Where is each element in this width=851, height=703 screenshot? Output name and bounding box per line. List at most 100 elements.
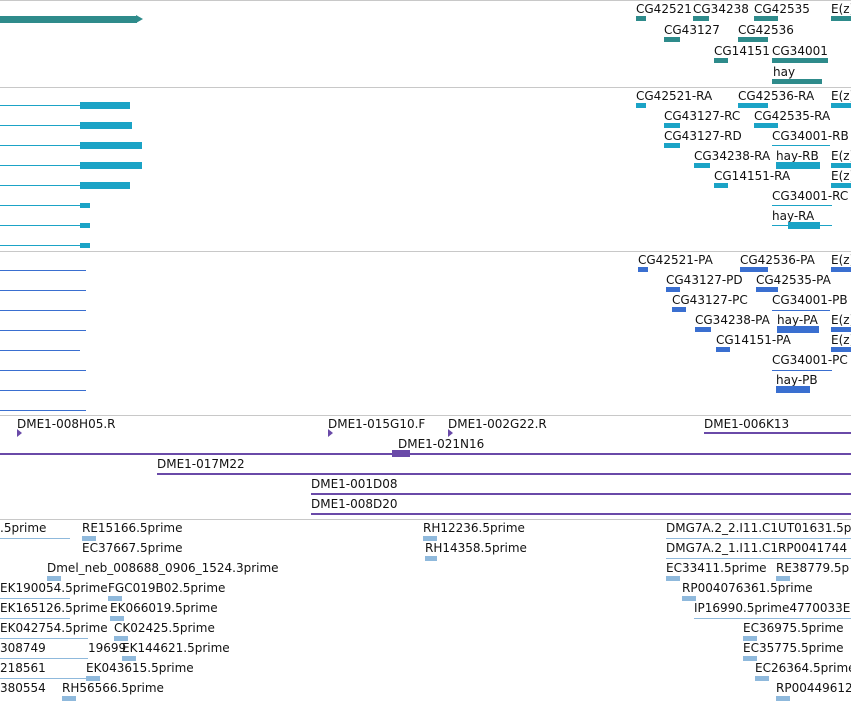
est-label[interactable]: RH56566.5prime [62, 681, 164, 695]
est-label[interactable]: .5prime [0, 521, 47, 535]
est-label[interactable]: RP004076361.5prime [682, 581, 813, 595]
est-feature[interactable] [47, 576, 61, 581]
transcript-feature[interactable] [80, 142, 142, 149]
est-label[interactable]: 19699 [88, 641, 127, 655]
clone-label[interactable]: DME1-006K13 [704, 417, 790, 431]
clone-label[interactable]: DME1-001D08 [311, 477, 398, 491]
protein-label[interactable]: CG42535-PA [756, 273, 831, 287]
protein-label[interactable]: hay-PB [776, 373, 818, 387]
protein-feature[interactable] [776, 386, 810, 393]
est-label[interactable]: IP16990.5prime4770033E [694, 601, 851, 615]
est-feature[interactable] [666, 576, 680, 581]
est-label[interactable]: CK02425.5prime [114, 621, 215, 635]
transcript-label[interactable]: CG43127-RC [664, 109, 741, 123]
gene-feature[interactable] [754, 16, 778, 21]
est-label[interactable]: EK043615.5prime [86, 661, 194, 675]
est-feature[interactable] [755, 676, 769, 681]
clone-label[interactable]: DME1-008H05.R [17, 417, 116, 431]
gene-feature[interactable] [772, 58, 828, 63]
protein-feature[interactable] [740, 267, 768, 272]
protein-label[interactable]: CG42521-PA [638, 253, 713, 267]
est-feature[interactable] [423, 536, 437, 541]
clone-feature[interactable] [311, 513, 851, 515]
gene-label[interactable]: CG34001 [772, 44, 828, 58]
gene-label[interactable]: E(z) [831, 2, 851, 16]
est-label[interactable]: EK042754.5prime [0, 621, 108, 635]
transcript-label[interactable]: CG43127-RD [664, 129, 742, 143]
gene-feature[interactable] [664, 37, 680, 42]
est-label[interactable]: EK144621.5prime [122, 641, 230, 655]
gene-feature[interactable] [772, 79, 822, 84]
protein-feature[interactable] [831, 327, 851, 332]
protein-feature[interactable] [777, 326, 819, 333]
transcript-label[interactable]: CG42536-RA [738, 89, 815, 103]
protein-label[interactable]: CG42536-PA [740, 253, 815, 267]
est-label[interactable]: EK165126.5prime [0, 601, 108, 615]
clone-label[interactable]: DME1-021N16 [398, 437, 485, 451]
gene-feature[interactable] [0, 16, 137, 23]
gene-label[interactable]: CG42536 [738, 23, 794, 37]
transcript-feature[interactable] [738, 103, 768, 108]
protein-label[interactable]: E(z) [831, 313, 851, 327]
est-label[interactable]: DMG7A.2_2.I11.C1UT01631.5p [666, 521, 851, 535]
transcript-feature[interactable] [80, 223, 90, 228]
gene-label[interactable]: CG42521 [636, 2, 692, 16]
transcript-feature[interactable] [664, 143, 680, 148]
est-label[interactable]: RH14358.5prime [425, 541, 527, 555]
transcript-feature[interactable] [80, 182, 130, 189]
est-label[interactable]: EK066019.5prime [110, 601, 218, 615]
protein-feature[interactable] [716, 347, 730, 352]
clone-feature[interactable] [0, 453, 851, 455]
est-feature[interactable] [776, 576, 790, 581]
transcript-feature[interactable] [788, 222, 820, 229]
est-label[interactable]: 380554 [0, 681, 46, 695]
transcript-feature[interactable] [831, 103, 851, 108]
est-label[interactable]: 308749 [0, 641, 46, 655]
est-feature[interactable] [108, 596, 122, 601]
protein-label[interactable]: CG34001-PB [772, 293, 848, 307]
transcript-label[interactable]: E(z) [831, 149, 851, 163]
est-label[interactable]: FGC019B02.5prime [108, 581, 226, 595]
protein-feature[interactable] [695, 327, 711, 332]
transcript-feature[interactable] [776, 162, 820, 169]
est-feature[interactable] [110, 616, 124, 621]
transcript-feature[interactable] [80, 162, 142, 169]
protein-label[interactable]: E(z) [831, 333, 851, 347]
est-feature[interactable] [743, 636, 757, 641]
gene-label[interactable]: CG34238 [693, 2, 749, 16]
transcript-feature[interactable] [754, 123, 778, 128]
est-label[interactable]: EC37667.5prime [82, 541, 183, 555]
protein-label[interactable]: CG34238-PA [695, 313, 770, 327]
est-label[interactable]: DMG7A.2_1.I11.C1RP0041744 [666, 541, 848, 555]
est-feature[interactable] [425, 556, 437, 561]
protein-feature[interactable] [831, 267, 851, 272]
transcript-feature[interactable] [694, 163, 710, 168]
est-label[interactable]: 218561 [0, 661, 46, 675]
est-label[interactable]: EK190054.5prime [0, 581, 108, 595]
gene-label[interactable]: CG43127 [664, 23, 720, 37]
protein-label[interactable]: CG43127-PC [672, 293, 748, 307]
transcript-feature[interactable] [80, 243, 90, 248]
est-label[interactable]: EC33411.5prime [666, 561, 767, 575]
transcript-feature[interactable] [714, 183, 728, 188]
protein-feature[interactable] [831, 347, 851, 352]
gene-feature[interactable] [831, 16, 851, 21]
transcript-feature[interactable] [80, 102, 130, 109]
est-feature[interactable] [776, 696, 790, 701]
protein-label[interactable]: CG43127-PD [666, 273, 743, 287]
transcript-feature[interactable] [80, 203, 90, 208]
gene-feature[interactable] [714, 58, 728, 63]
est-label[interactable]: EC36975.5prime [743, 621, 844, 635]
transcript-label[interactable]: E(z) [831, 89, 851, 103]
transcript-feature[interactable] [80, 122, 132, 129]
transcript-feature[interactable] [831, 183, 851, 188]
protein-feature[interactable] [672, 307, 686, 312]
est-feature[interactable] [62, 696, 76, 701]
est-feature[interactable] [682, 596, 696, 601]
est-label[interactable]: RH12236.5prime [423, 521, 525, 535]
transcript-label[interactable]: CG42535-RA [754, 109, 831, 123]
est-feature[interactable] [122, 656, 136, 661]
clone-label[interactable]: DME1-008D20 [311, 497, 398, 511]
transcript-label[interactable]: E(z) [831, 169, 851, 183]
